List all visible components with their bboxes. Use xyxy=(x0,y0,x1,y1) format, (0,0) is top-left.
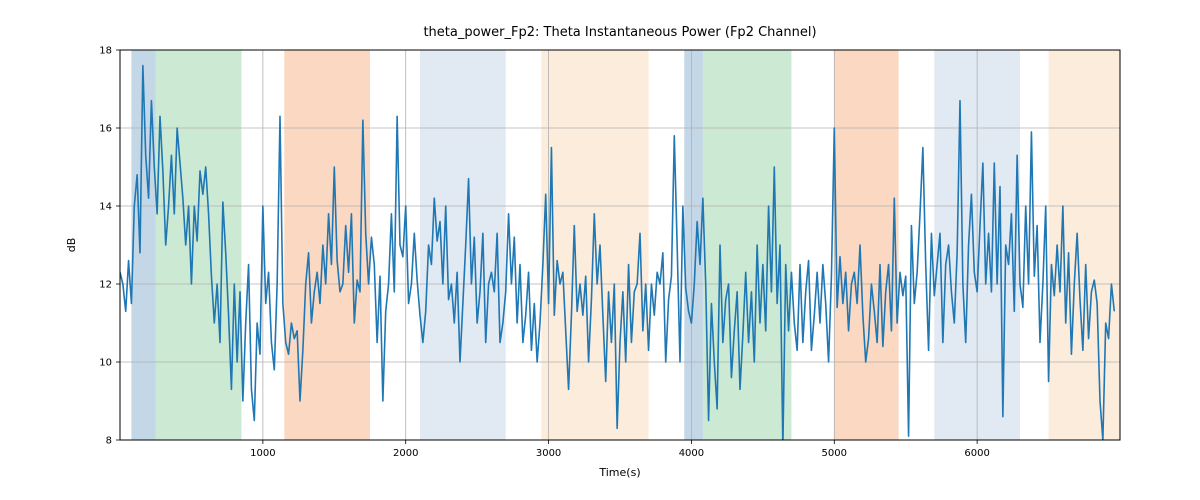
x-tick-label: 6000 xyxy=(964,448,989,459)
x-tick-label: 3000 xyxy=(536,448,561,459)
y-tick-label: 10 xyxy=(99,358,112,369)
y-tick-label: 12 xyxy=(99,280,112,291)
chart-container: { "chart": { "type": "line", "title": "t… xyxy=(0,0,1200,500)
x-tick-label: 4000 xyxy=(679,448,704,459)
band-9 xyxy=(1049,50,1120,440)
y-tick-label: 8 xyxy=(106,436,112,447)
y-tick-label: 18 xyxy=(99,46,112,57)
band-1 xyxy=(156,50,242,440)
chart-title: theta_power_Fp2: Theta Instantaneous Pow… xyxy=(423,25,816,40)
x-tick-label: 1000 xyxy=(250,448,275,459)
x-axis-label: Time(s) xyxy=(598,466,640,479)
band-7 xyxy=(834,50,898,440)
y-axis-label: dB xyxy=(65,238,78,253)
y-tick-label: 16 xyxy=(99,124,112,135)
x-tick-label: 5000 xyxy=(822,448,847,459)
y-tick-label: 14 xyxy=(99,202,112,213)
chart-svg: 1000 2000 3000 4000 5000 6000 8 10 12 14 16 18 Time(… xyxy=(0,0,1200,500)
x-tick-label: 2000 xyxy=(393,448,418,459)
